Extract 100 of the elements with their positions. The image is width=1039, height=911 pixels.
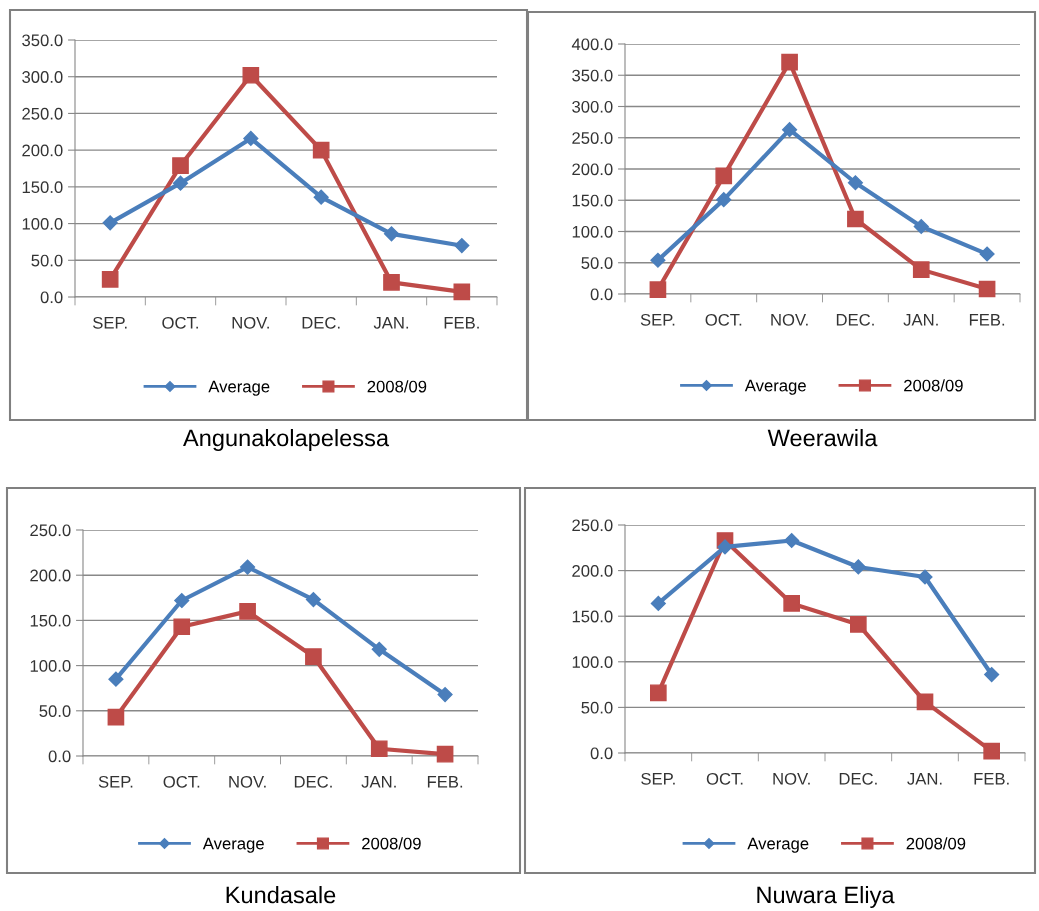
point <box>650 595 666 612</box>
x-tick-label: DEC. <box>836 313 874 326</box>
point <box>454 238 470 254</box>
point <box>453 283 471 301</box>
x-tick-label: NOV. <box>771 313 808 326</box>
point <box>715 167 733 185</box>
point <box>107 708 125 726</box>
point <box>979 246 995 262</box>
point <box>917 569 933 585</box>
y-tick-label: 300.0 <box>22 71 63 83</box>
text: Kundasale <box>226 885 336 904</box>
x-tick-label: DEC. <box>839 772 877 785</box>
legend-label: 2008/09 <box>362 837 421 850</box>
point <box>370 740 388 758</box>
y-tick-label: 250.0 <box>572 519 613 532</box>
text: Nuwara Eliya <box>757 885 895 909</box>
y-tick-label: 250.0 <box>30 524 71 537</box>
y-tick-label: 350.0 <box>22 34 63 47</box>
point <box>913 218 929 235</box>
y-tick-label: 50.0 <box>31 254 63 267</box>
point <box>243 130 259 146</box>
x-tick-label: SEP. <box>98 775 133 788</box>
y-tick-label: 200.0 <box>30 569 71 582</box>
y-tick-label: 200.0 <box>572 565 613 577</box>
legend-label: Average <box>747 837 809 853</box>
point <box>172 157 189 174</box>
legend-label: Average <box>208 380 270 396</box>
x-tick-label: OCT. <box>162 316 198 329</box>
y-tick-label: 100.0 <box>22 217 63 230</box>
point <box>436 745 454 763</box>
legend-label: 2008/09 <box>906 837 966 850</box>
point <box>313 189 329 205</box>
point <box>847 175 863 191</box>
point <box>437 686 453 703</box>
x-tick-label: DEC. <box>302 316 340 329</box>
point <box>649 684 667 702</box>
point <box>912 261 930 278</box>
y-tick-label: 50.0 <box>581 701 613 714</box>
point <box>305 648 322 665</box>
y-tick-label: 50.0 <box>581 257 613 269</box>
point <box>983 742 1001 760</box>
y-tick-label: 100.0 <box>572 656 613 668</box>
y-tick-label: 50.0 <box>39 705 71 717</box>
point <box>650 252 666 268</box>
x-tick-label: JAN. <box>373 317 409 329</box>
text: Weerawila <box>767 429 878 447</box>
x-tick-label: OCT. <box>705 313 742 326</box>
x-tick-label: FEB. <box>444 317 479 329</box>
point <box>239 603 256 620</box>
point <box>850 559 866 575</box>
x-tick-label: SEP. <box>640 313 675 326</box>
point <box>649 281 667 298</box>
legend-label: Average <box>744 379 806 395</box>
point <box>312 141 330 159</box>
y-tick-label: 0.0 <box>590 747 613 760</box>
point <box>173 618 191 636</box>
point <box>172 175 189 191</box>
y-tick-label: 0.0 <box>40 291 63 304</box>
point <box>383 273 400 291</box>
x-tick-label: FEB. <box>427 776 463 788</box>
point <box>783 595 801 612</box>
x-tick-label: OCT. <box>706 772 743 785</box>
y-tick-label: 0.0 <box>48 750 71 763</box>
y-tick-label: 350.0 <box>572 69 613 82</box>
point <box>849 616 867 633</box>
y-tick-label: 150.0 <box>30 614 71 627</box>
x-tick-label: JAN. <box>907 773 942 785</box>
legend-label: 2008/09 <box>904 379 963 392</box>
point <box>781 53 798 71</box>
point <box>102 215 118 231</box>
point <box>916 693 934 711</box>
y-tick-label: 100.0 <box>30 660 71 672</box>
point <box>847 210 864 228</box>
point <box>371 641 387 657</box>
point <box>383 226 400 242</box>
x-tick-label: NOV. <box>229 775 266 788</box>
point <box>717 539 733 555</box>
y-tick-label: 150.0 <box>572 610 613 623</box>
x-tick-label: FEB. <box>969 314 1005 326</box>
x-tick-label: SEP. <box>93 316 127 329</box>
point <box>984 666 1000 683</box>
point <box>174 592 190 609</box>
x-tick-label: NOV. <box>232 316 269 329</box>
y-tick-label: 250.0 <box>572 132 613 144</box>
point <box>305 592 321 608</box>
legend-label: 2008/09 <box>367 380 427 393</box>
y-tick-label: 200.0 <box>22 144 63 157</box>
y-tick-label: 150.0 <box>22 181 63 194</box>
y-tick-label: 150.0 <box>572 194 613 207</box>
legend-label: Average <box>202 837 264 853</box>
x-tick-label: NOV. <box>773 772 810 785</box>
text: Angunakolapelessa <box>183 429 390 452</box>
point <box>242 66 260 84</box>
x-tick-label: DEC. <box>294 775 332 788</box>
x-tick-label: JAN. <box>903 314 938 326</box>
y-tick-label: 100.0 <box>572 225 613 238</box>
point <box>240 559 256 575</box>
y-tick-label: 300.0 <box>572 100 613 113</box>
x-tick-label: OCT. <box>163 775 200 788</box>
y-tick-label: 200.0 <box>572 163 613 176</box>
